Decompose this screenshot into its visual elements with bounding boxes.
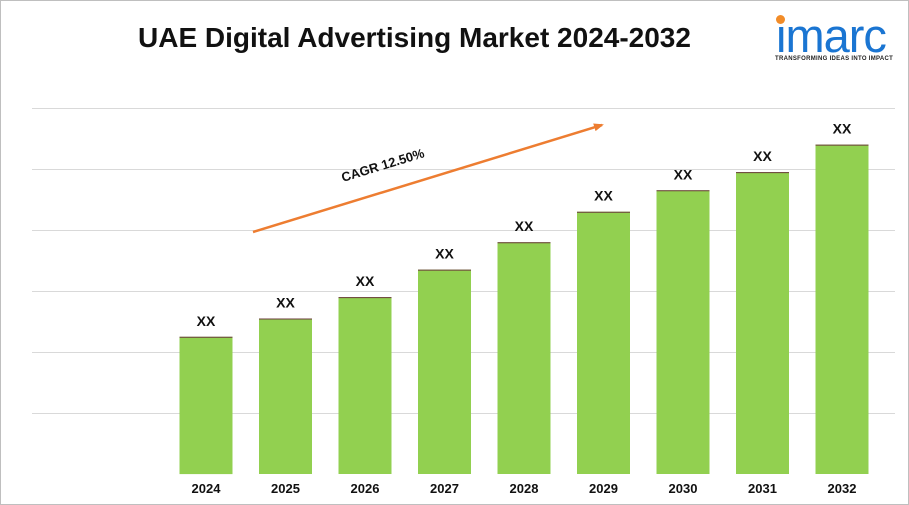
bar-2024 bbox=[179, 336, 233, 475]
x-tick-label: 2030 bbox=[669, 481, 698, 496]
bar-2026 bbox=[338, 297, 392, 474]
data-label: XX bbox=[435, 246, 454, 262]
x-tick-label: 2024 bbox=[192, 481, 222, 496]
logo-wordmark: imarc bbox=[776, 9, 887, 62]
cagr-arrow bbox=[252, 123, 604, 234]
data-label: XX bbox=[753, 148, 772, 164]
x-tick-label: 2032 bbox=[828, 481, 857, 496]
bar-2030 bbox=[656, 190, 710, 475]
bar-2027 bbox=[418, 269, 471, 474]
x-axis-ticks: 2024 2025 2026 2027 2028 2029 2030 2031 2032 bbox=[192, 481, 857, 496]
bar-2031 bbox=[736, 172, 789, 474]
data-label: XX bbox=[197, 313, 216, 329]
data-label: XX bbox=[833, 121, 852, 137]
x-tick-label: 2025 bbox=[271, 481, 300, 496]
x-tick-label: 2028 bbox=[510, 481, 539, 496]
data-labels: XX XX XX XX XX XX XX XX XX bbox=[197, 121, 852, 329]
bar-2028 bbox=[497, 242, 551, 474]
bar-2032 bbox=[815, 144, 869, 474]
imarc-logo: imarc TRANSFORMING IDEAS INTO IMPACT bbox=[768, 10, 903, 68]
logo-dot-icon bbox=[776, 15, 785, 24]
bar-2029 bbox=[577, 211, 630, 474]
x-tick-label: 2026 bbox=[351, 481, 380, 496]
chart-title: UAE Digital Advertising Market 2024-2032 bbox=[138, 22, 691, 53]
x-tick-label: 2027 bbox=[430, 481, 459, 496]
bars bbox=[179, 144, 869, 475]
bar-2025 bbox=[259, 318, 312, 474]
x-tick-label: 2031 bbox=[748, 481, 777, 496]
data-label: XX bbox=[276, 295, 295, 311]
data-label: XX bbox=[594, 188, 613, 204]
logo-tagline: TRANSFORMING IDEAS INTO IMPACT bbox=[775, 56, 894, 62]
data-label: XX bbox=[356, 273, 375, 289]
cagr-annotation: CAGR 12.50% bbox=[339, 145, 426, 185]
data-label: XX bbox=[515, 218, 534, 234]
x-tick-label: 2029 bbox=[589, 481, 618, 496]
data-label: XX bbox=[674, 166, 693, 182]
